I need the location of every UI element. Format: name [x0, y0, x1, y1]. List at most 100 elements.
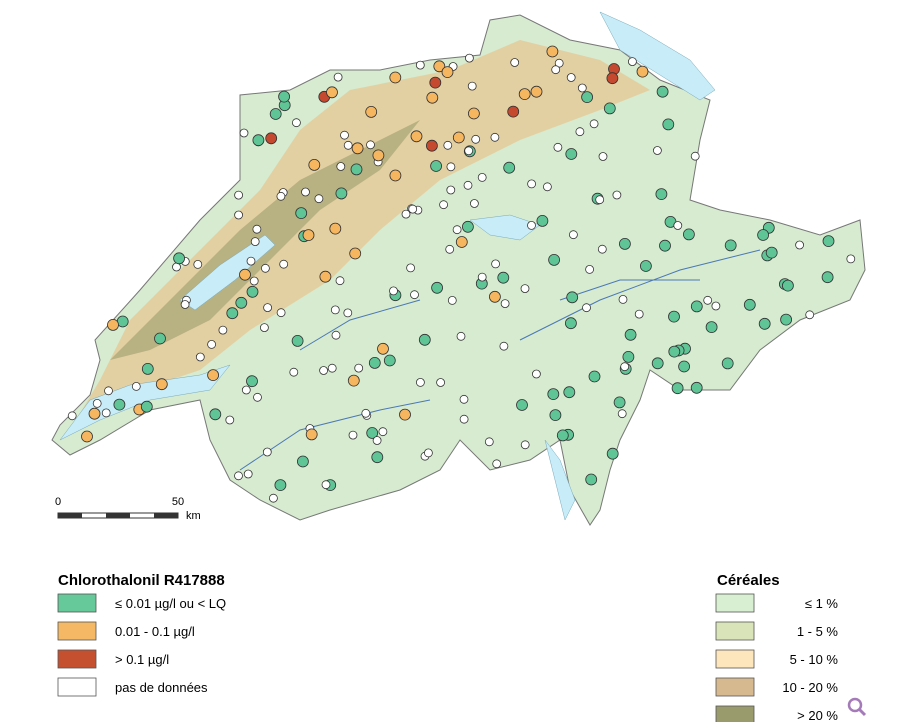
sample-point: [705, 321, 718, 334]
sample-point: [443, 140, 453, 150]
sample-point: [503, 161, 516, 174]
sample-point: [441, 66, 454, 78]
sample-point: [690, 300, 703, 313]
sample-point: [343, 140, 353, 150]
sample-point: [252, 224, 262, 234]
sample-point: [520, 440, 530, 450]
sample-point: [291, 118, 301, 128]
lake-lucerne: [469, 214, 541, 241]
sample-point: [418, 333, 431, 346]
legend-swatch: [57, 593, 97, 613]
sample-point: [446, 185, 456, 195]
sample-point: [683, 228, 695, 241]
sample-point: [821, 271, 834, 284]
sample-point: [431, 281, 444, 294]
sample-point: [464, 146, 474, 156]
sample-point: [805, 310, 815, 320]
sample-point: [711, 301, 721, 311]
sample-point: [585, 473, 598, 486]
sample-point: [452, 131, 465, 144]
legend-label: > 20 %: [797, 708, 838, 722]
sample-point: [193, 259, 203, 269]
sample-point: [566, 73, 576, 82]
sample-point: [563, 386, 576, 399]
lake-geneva: [59, 364, 231, 441]
sample-point: [81, 430, 93, 443]
sample-point: [547, 388, 560, 401]
sample-point: [239, 128, 249, 138]
sample-point: [92, 398, 102, 408]
sample-point: [433, 60, 446, 73]
sample-point: [668, 345, 681, 358]
sample-point: [484, 437, 494, 447]
sample-point: [333, 72, 343, 82]
sample-point: [439, 200, 449, 210]
scale-label: 50: [172, 496, 184, 508]
sample-point: [406, 263, 416, 273]
sample-point: [619, 237, 631, 250]
sample-point: [628, 57, 637, 66]
sample-point: [575, 127, 585, 137]
sample-point: [326, 86, 338, 99]
zoom-icon[interactable]: [847, 697, 867, 717]
sample-point: [651, 357, 664, 370]
sample-point: [500, 299, 510, 309]
sample-point: [565, 148, 578, 160]
legend-label: ≤ 0.01 µg/l ou < LQ: [115, 596, 226, 611]
sample-point: [446, 162, 456, 172]
legend-swatch: [715, 705, 755, 722]
sample-point: [335, 187, 348, 200]
sample-point: [516, 399, 528, 411]
sample-point: [673, 221, 683, 230]
sample-point: [246, 375, 258, 388]
sample-point: [846, 254, 856, 264]
sample-point: [399, 408, 411, 421]
sample-point: [377, 342, 389, 355]
sample-point: [612, 190, 622, 200]
sample-point: [634, 309, 644, 319]
sample-point: [372, 149, 385, 162]
sample-point: [107, 318, 119, 331]
legend-label: ≤ 1 %: [805, 596, 839, 611]
legend-label: pas de données: [115, 680, 208, 695]
sample-point: [477, 272, 487, 282]
sample-point: [291, 334, 304, 347]
sample-point: [436, 378, 446, 387]
sample-point: [378, 427, 388, 437]
sample-point: [780, 313, 792, 326]
sample-point: [429, 76, 442, 89]
sample-point: [113, 398, 126, 411]
sample-point: [331, 330, 341, 340]
sample-point: [263, 303, 273, 313]
sample-point: [743, 298, 756, 311]
scale-bar: 0 50 km: [55, 496, 201, 522]
sample-point: [467, 107, 480, 120]
sample-point: [551, 65, 561, 75]
legend-swatch: [57, 677, 97, 697]
sample-point: [765, 246, 778, 259]
sample-point: [653, 146, 662, 155]
sample-point: [640, 260, 652, 272]
sample-point: [354, 363, 364, 373]
sample-point: [348, 430, 358, 440]
sample-point: [234, 471, 243, 481]
sample-point: [408, 204, 418, 214]
sample-point: [250, 237, 260, 247]
sample-point: [655, 188, 668, 201]
sample-point: [582, 303, 591, 313]
sample-point: [371, 451, 384, 464]
sample-point: [530, 85, 543, 98]
sample-point: [234, 210, 244, 220]
legend-swatch: [57, 621, 97, 641]
scale-bar-segment: [106, 513, 130, 518]
sample-point: [131, 381, 141, 391]
sample-point: [659, 239, 671, 252]
sample-point: [268, 493, 278, 503]
sample-point: [243, 469, 253, 479]
legend-title: Chlorothalonil R417888: [58, 572, 225, 589]
lake-neuchatel: [179, 234, 276, 311]
sample-point: [636, 65, 649, 78]
sample-point: [532, 369, 541, 379]
sample-point: [455, 236, 468, 248]
